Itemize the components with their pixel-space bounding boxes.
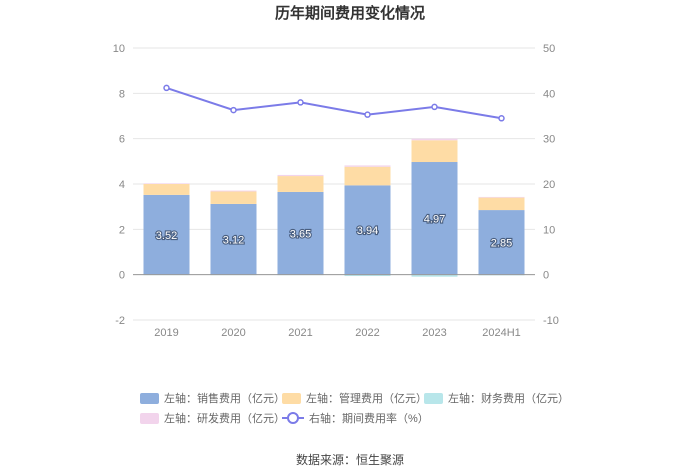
bar-s3-2023: [411, 138, 458, 141]
bar-s1-2019: [143, 184, 190, 195]
legend-label-sales: 左轴：销售费用（亿元）: [164, 393, 285, 405]
legend-swatch-rate-icon: [282, 412, 304, 424]
bar-s1-2024H1: [478, 197, 525, 211]
bar-s2-2023: [411, 274, 458, 277]
left-tick-label-4: 6: [119, 134, 125, 146]
legend-row-1: 左轴：销售费用（亿元） 左轴：管理费用（亿元） 左轴：财务费用（亿元）: [140, 388, 570, 408]
data-source: 数据来源：恒生聚源: [295, 453, 404, 467]
bar-value-label-2023: 4.97: [424, 213, 445, 225]
bar-s0-2022: [344, 185, 391, 275]
legend-item-sales[interactable]: 左轴：销售费用（亿元）: [140, 390, 285, 406]
legend-label-admin: 左轴：管理费用（亿元）: [306, 393, 427, 405]
right-tick-label-2: 10: [543, 224, 555, 236]
rate-point-2019: [163, 84, 170, 92]
bar-value-label-2022: 3.94: [357, 225, 378, 237]
right-tick-label-3: 20: [543, 179, 555, 191]
bar-s0-2020: [210, 203, 257, 275]
bar-value-label-2021: 3.65: [290, 228, 311, 240]
legend-swatch-admin: [282, 392, 301, 404]
legend-label-rd: 左轴：研发费用（亿元）: [164, 413, 285, 425]
legend-swatch-rd: [140, 412, 159, 424]
right-tick-label-1: 0: [543, 270, 549, 282]
bar-s3-2021: [277, 174, 324, 177]
legend: 左轴：销售费用（亿元） 左轴：管理费用（亿元） 左轴：财务费用（亿元） 左轴：研…: [140, 388, 570, 428]
bar-s3-2020: [210, 190, 257, 192]
bar-s0-2019: [143, 194, 190, 275]
rate-point-2024H1: [498, 115, 505, 122]
x-tick-label-2020: 2020: [221, 327, 245, 339]
bar-s1-2022: [344, 166, 391, 186]
bar-s1-2023: [411, 140, 458, 163]
chart-plot: -2 0 2 4 6 8 10 -10 0 10 20 30 40 50 3.52 2019 3.12 2020 3…: [113, 43, 559, 339]
right-tick-label-6: 50: [543, 43, 555, 55]
bar-s3-2024H1: [478, 196, 525, 198]
legend-item-rate[interactable]: 右轴：期间费用率（%）: [282, 410, 429, 426]
left-tick-label-3: 4: [119, 179, 125, 191]
rate-point-2020: [230, 106, 237, 114]
legend-item-rd[interactable]: 左轴：研发费用（亿元）: [140, 410, 285, 426]
bar-s0-2024H1: [478, 210, 525, 275]
legend-item-admin[interactable]: 左轴：管理费用（亿元）: [282, 390, 427, 406]
legend-swatch-sales: [140, 392, 159, 404]
legend-swatch-finance: [424, 392, 443, 404]
right-tick-label-4: 30: [543, 134, 555, 146]
left-tick-label-6: 10: [113, 43, 125, 55]
chart-title: 历年期间费用变化情况: [274, 5, 425, 22]
legend-label-rate: 右轴：期间费用率（%）: [309, 413, 429, 425]
x-tick-label-2022: 2022: [355, 327, 379, 339]
legend-label-finance: 左轴：财务费用（亿元）: [448, 393, 569, 405]
bar-s3-2022: [344, 165, 391, 167]
bar-value-label-2020: 3.12: [223, 234, 244, 246]
bar-value-label-2024H1: 2.85: [491, 237, 512, 249]
left-tick-label-0: -2: [115, 315, 125, 327]
right-tick-label-0: -10: [543, 315, 559, 327]
x-tick-label-2021: 2021: [288, 327, 312, 339]
rate-line: [166, 86, 502, 120]
bar-value-label-2019: 3.52: [156, 230, 177, 242]
rate-point-2022: [364, 111, 371, 118]
rate-point-2021: [297, 99, 304, 106]
left-tick-label-2: 2: [119, 224, 125, 236]
left-tick-label-1: 0: [119, 270, 125, 282]
left-tick-label-5: 8: [119, 88, 125, 100]
bar-s0-2021: [277, 191, 324, 275]
x-tick-label-2019: 2019: [154, 327, 178, 339]
bar-s0-2023: [411, 162, 458, 275]
x-tick-label-2023: 2023: [422, 327, 446, 339]
bar-s2-2022: [344, 274, 391, 277]
bar-s3-2019: [143, 183, 190, 184]
legend-item-finance[interactable]: 左轴：财务费用（亿元）: [424, 390, 569, 406]
bar-s1-2020: [210, 191, 257, 204]
rate-point-2023: [431, 103, 438, 111]
legend-row-2: 左轴：研发费用（亿元） 右轴：期间费用率（%）: [140, 408, 570, 428]
right-tick-label-5: 40: [543, 88, 555, 100]
x-tick-label-2024H1: 2024H1: [482, 327, 521, 339]
bar-s1-2021: [277, 176, 324, 192]
